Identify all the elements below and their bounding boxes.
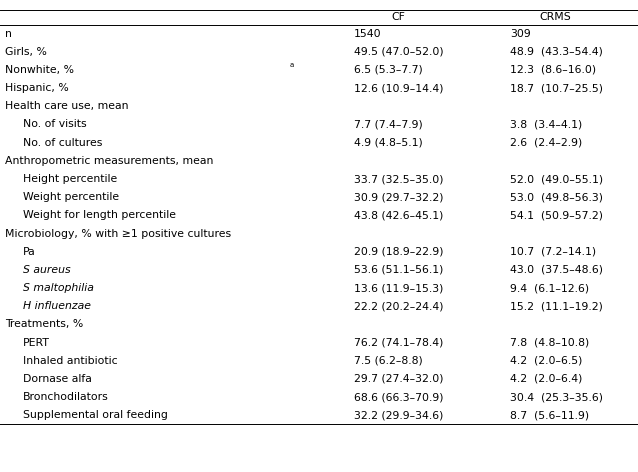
- Text: Hispanic, %: Hispanic, %: [5, 83, 69, 93]
- Text: Anthropometric measurements, mean: Anthropometric measurements, mean: [5, 156, 214, 166]
- Text: 30.9 (29.7–32.2): 30.9 (29.7–32.2): [354, 192, 443, 202]
- Text: 309: 309: [510, 29, 531, 39]
- Text: 54.1  (50.9–57.2): 54.1 (50.9–57.2): [510, 211, 604, 220]
- Text: 1540: 1540: [354, 29, 382, 39]
- Text: Bronchodilators: Bronchodilators: [23, 392, 108, 402]
- Text: No. of cultures: No. of cultures: [23, 138, 102, 148]
- Text: 29.7 (27.4–32.0): 29.7 (27.4–32.0): [354, 374, 443, 384]
- Text: a: a: [290, 62, 294, 68]
- Text: S maltophilia: S maltophilia: [23, 283, 94, 293]
- Text: PERT: PERT: [23, 337, 50, 347]
- Text: Weight percentile: Weight percentile: [23, 192, 119, 202]
- Text: 43.8 (42.6–45.1): 43.8 (42.6–45.1): [354, 211, 443, 220]
- Text: Height percentile: Height percentile: [23, 174, 117, 184]
- Text: Microbiology, % with ≥1 positive cultures: Microbiology, % with ≥1 positive culture…: [5, 228, 231, 238]
- Text: Dornase alfa: Dornase alfa: [23, 374, 92, 384]
- Text: 76.2 (74.1–78.4): 76.2 (74.1–78.4): [354, 337, 443, 347]
- Text: 15.2  (11.1–19.2): 15.2 (11.1–19.2): [510, 301, 604, 311]
- Text: 32.2 (29.9–34.6): 32.2 (29.9–34.6): [354, 410, 443, 420]
- Text: Health care use, mean: Health care use, mean: [5, 101, 129, 111]
- Text: Girls, %: Girls, %: [5, 47, 47, 57]
- Text: Treatments, %: Treatments, %: [5, 320, 84, 329]
- Text: 7.7 (7.4–7.9): 7.7 (7.4–7.9): [354, 119, 423, 129]
- Text: 49.5 (47.0–52.0): 49.5 (47.0–52.0): [354, 47, 443, 57]
- Text: 8.7  (5.6–11.9): 8.7 (5.6–11.9): [510, 410, 590, 420]
- Text: Nonwhite, %: Nonwhite, %: [5, 65, 74, 75]
- Text: 10.7  (7.2–14.1): 10.7 (7.2–14.1): [510, 247, 597, 257]
- Text: 22.2 (20.2–24.4): 22.2 (20.2–24.4): [354, 301, 443, 311]
- Text: 12.3  (8.6–16.0): 12.3 (8.6–16.0): [510, 65, 597, 75]
- Text: 48.9  (43.3–54.4): 48.9 (43.3–54.4): [510, 47, 604, 57]
- Text: 3.8  (3.4–4.1): 3.8 (3.4–4.1): [510, 119, 582, 129]
- Text: Weight for length percentile: Weight for length percentile: [23, 211, 176, 220]
- Text: n: n: [5, 29, 12, 39]
- Text: Inhaled antibiotic: Inhaled antibiotic: [23, 356, 117, 366]
- Text: 68.6 (66.3–70.9): 68.6 (66.3–70.9): [354, 392, 443, 402]
- Text: 4.2  (2.0–6.5): 4.2 (2.0–6.5): [510, 356, 582, 366]
- Text: CF: CF: [392, 12, 406, 23]
- Text: 7.8  (4.8–10.8): 7.8 (4.8–10.8): [510, 337, 590, 347]
- Text: 18.7  (10.7–25.5): 18.7 (10.7–25.5): [510, 83, 604, 93]
- Text: 52.0  (49.0–55.1): 52.0 (49.0–55.1): [510, 174, 604, 184]
- Text: No. of visits: No. of visits: [23, 119, 87, 129]
- Text: 4.2  (2.0–6.4): 4.2 (2.0–6.4): [510, 374, 582, 384]
- Text: 20.9 (18.9–22.9): 20.9 (18.9–22.9): [354, 247, 443, 257]
- Text: 4.9 (4.8–5.1): 4.9 (4.8–5.1): [354, 138, 423, 148]
- Text: S aureus: S aureus: [23, 265, 71, 275]
- Text: Supplemental oral feeding: Supplemental oral feeding: [23, 410, 168, 420]
- Text: 30.4  (25.3–35.6): 30.4 (25.3–35.6): [510, 392, 604, 402]
- Text: CRMS: CRMS: [539, 12, 571, 23]
- Text: 9.4  (6.1–12.6): 9.4 (6.1–12.6): [510, 283, 590, 293]
- Text: 33.7 (32.5–35.0): 33.7 (32.5–35.0): [354, 174, 443, 184]
- Text: 53.6 (51.1–56.1): 53.6 (51.1–56.1): [354, 265, 443, 275]
- Text: 53.0  (49.8–56.3): 53.0 (49.8–56.3): [510, 192, 604, 202]
- Text: 12.6 (10.9–14.4): 12.6 (10.9–14.4): [354, 83, 443, 93]
- Text: 7.5 (6.2–8.8): 7.5 (6.2–8.8): [354, 356, 423, 366]
- Text: H influenzae: H influenzae: [23, 301, 91, 311]
- Text: 43.0  (37.5–48.6): 43.0 (37.5–48.6): [510, 265, 604, 275]
- Text: 6.5 (5.3–7.7): 6.5 (5.3–7.7): [354, 65, 423, 75]
- Text: 13.6 (11.9–15.3): 13.6 (11.9–15.3): [354, 283, 443, 293]
- Text: 2.6  (2.4–2.9): 2.6 (2.4–2.9): [510, 138, 582, 148]
- Text: Pa: Pa: [23, 247, 36, 257]
